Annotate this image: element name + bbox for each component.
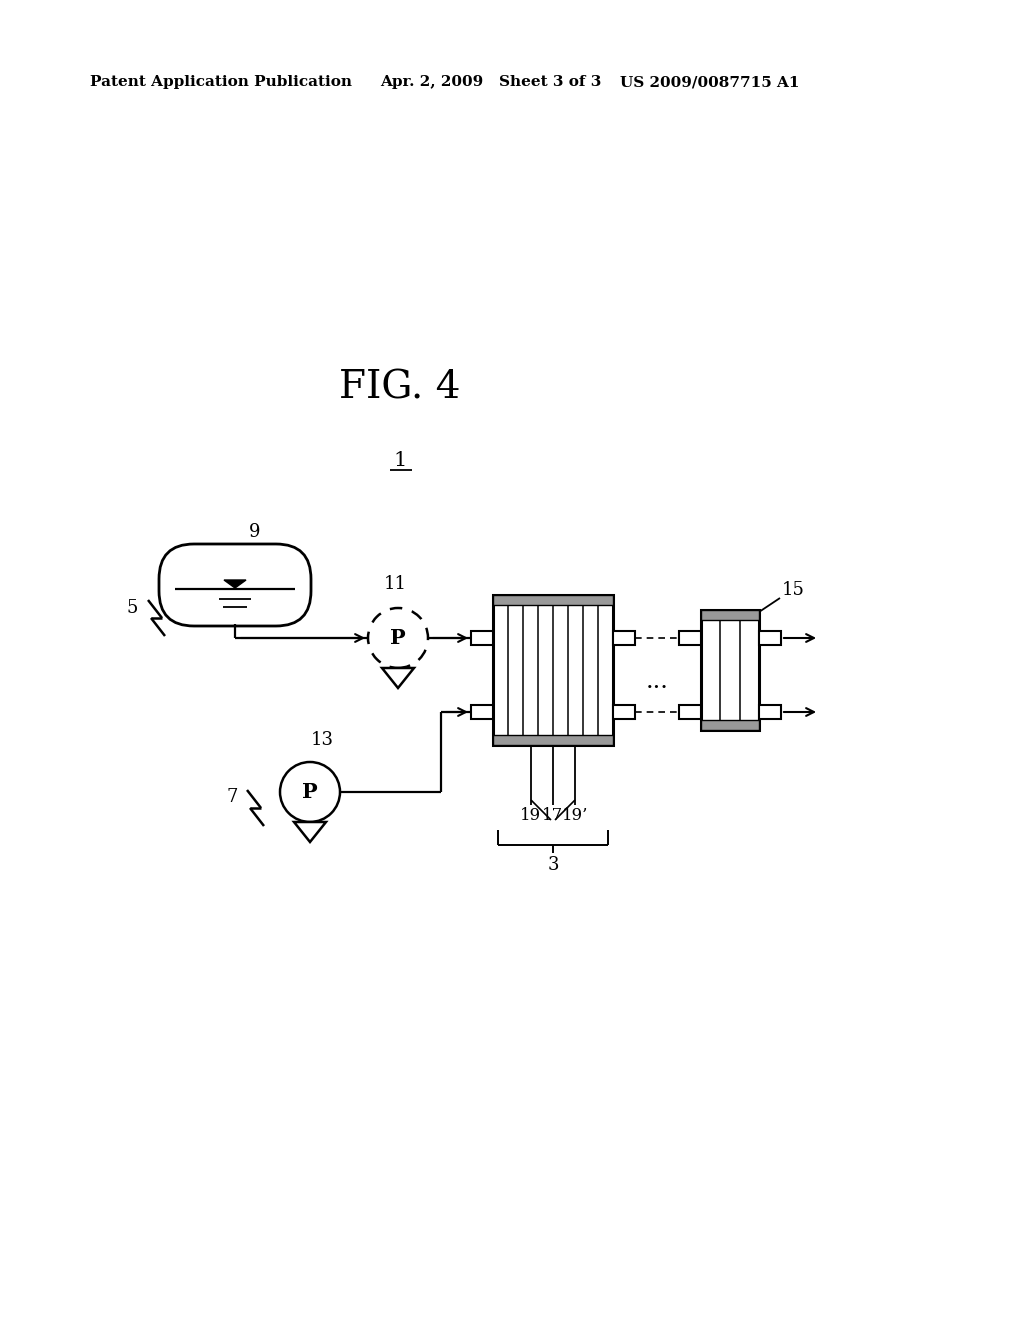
Bar bbox=[701, 719, 759, 730]
Text: P: P bbox=[302, 781, 317, 803]
Text: 3: 3 bbox=[547, 855, 559, 874]
Text: 5: 5 bbox=[126, 599, 137, 616]
Text: Apr. 2, 2009   Sheet 3 of 3: Apr. 2, 2009 Sheet 3 of 3 bbox=[380, 75, 601, 88]
Bar bbox=[759, 631, 781, 645]
Bar bbox=[471, 631, 493, 645]
Text: FIG. 4: FIG. 4 bbox=[339, 370, 461, 407]
Text: 11: 11 bbox=[384, 576, 407, 593]
Text: 9: 9 bbox=[249, 523, 261, 541]
Text: 17: 17 bbox=[543, 807, 563, 824]
Polygon shape bbox=[294, 822, 326, 842]
Text: 1: 1 bbox=[393, 450, 407, 470]
Polygon shape bbox=[224, 579, 246, 587]
Bar bbox=[701, 610, 759, 620]
Text: 15: 15 bbox=[781, 581, 805, 599]
Text: P: P bbox=[390, 628, 406, 648]
Bar bbox=[493, 735, 613, 744]
Text: 19’: 19’ bbox=[562, 807, 588, 824]
Text: 19: 19 bbox=[520, 807, 542, 824]
Bar bbox=[493, 595, 613, 744]
Text: ...: ... bbox=[645, 671, 669, 693]
Text: 7: 7 bbox=[226, 788, 238, 807]
Text: Patent Application Publication: Patent Application Publication bbox=[90, 75, 352, 88]
Bar bbox=[679, 705, 701, 719]
Text: 13: 13 bbox=[310, 731, 334, 748]
Text: US 2009/0087715 A1: US 2009/0087715 A1 bbox=[620, 75, 800, 88]
Bar bbox=[613, 705, 635, 719]
FancyBboxPatch shape bbox=[159, 544, 311, 626]
Bar bbox=[759, 705, 781, 719]
Bar bbox=[493, 595, 613, 605]
Bar bbox=[701, 610, 759, 730]
Bar bbox=[613, 631, 635, 645]
Bar bbox=[679, 631, 701, 645]
Polygon shape bbox=[382, 668, 414, 688]
Circle shape bbox=[368, 609, 428, 668]
Bar bbox=[471, 705, 493, 719]
Circle shape bbox=[280, 762, 340, 822]
